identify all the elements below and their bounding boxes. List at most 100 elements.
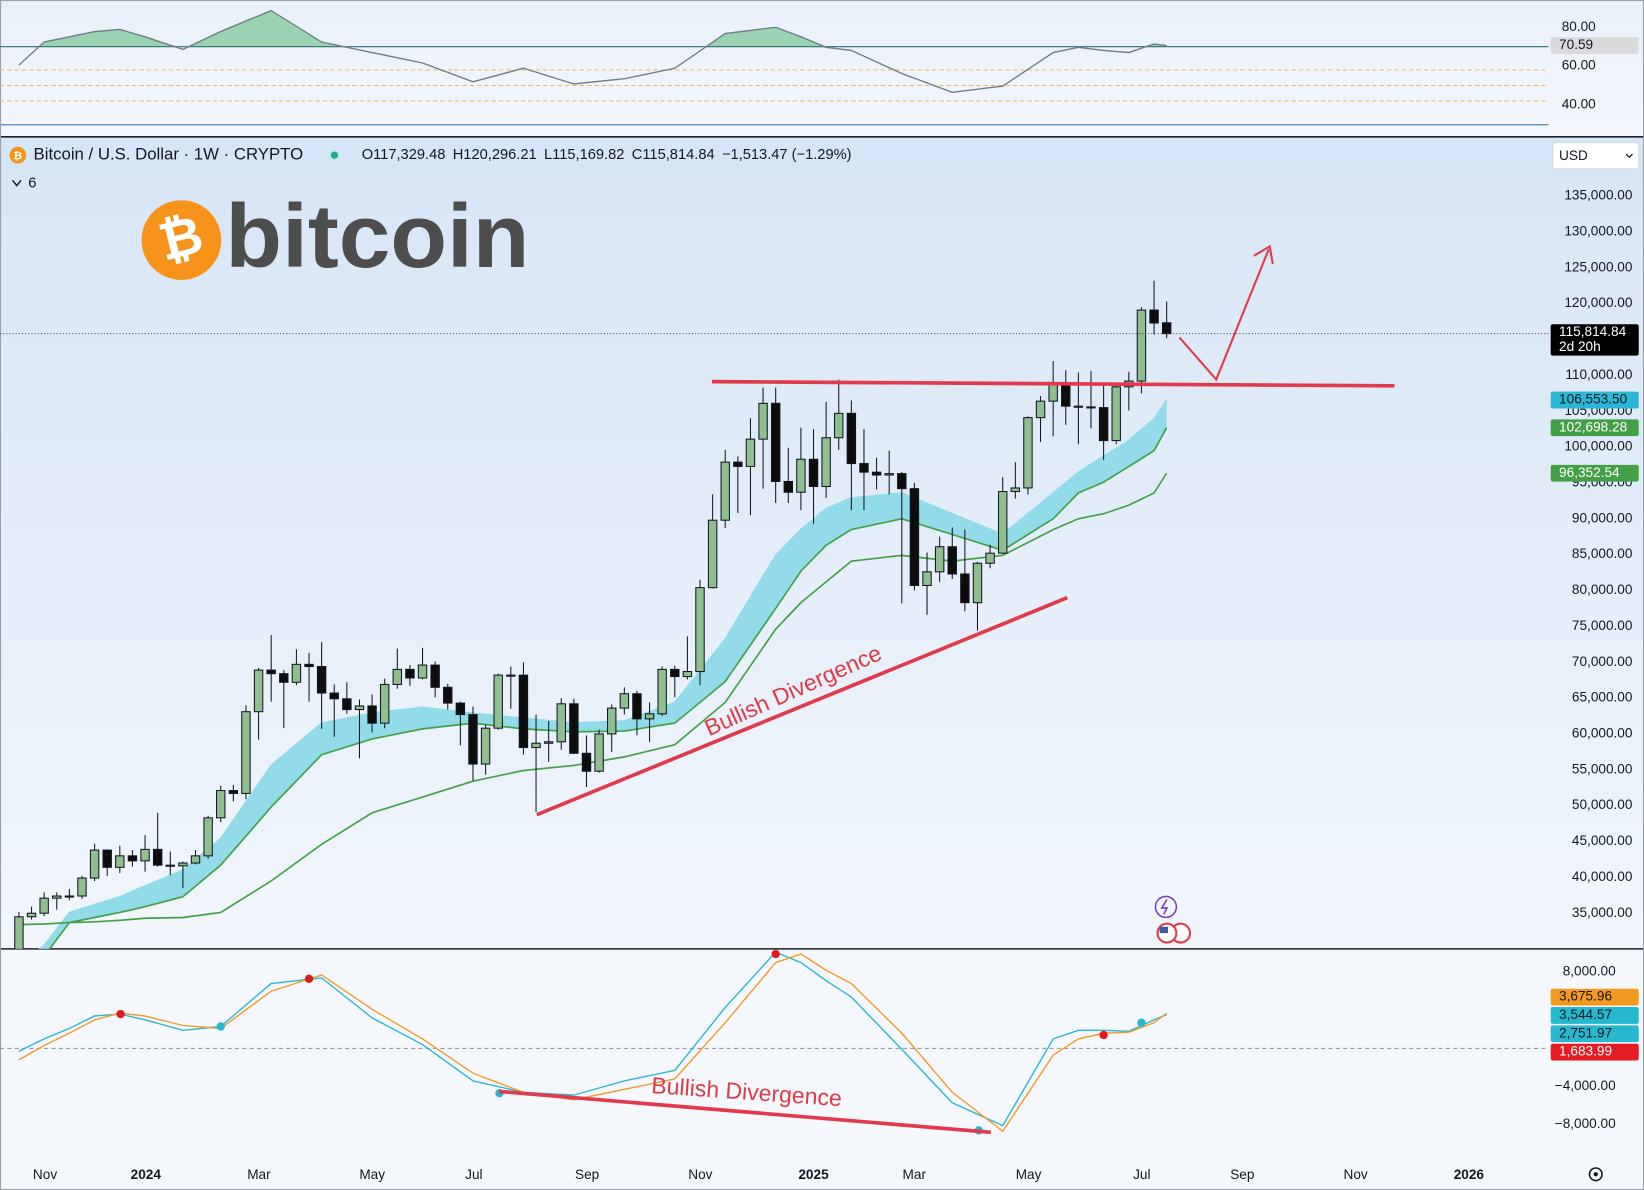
y-tick-label: 8,000.00 bbox=[1563, 964, 1616, 979]
value-label-box bbox=[1550, 1007, 1639, 1024]
candle-body bbox=[127, 855, 138, 862]
candle-body bbox=[115, 855, 125, 868]
currency-chevron[interactable] bbox=[1625, 153, 1633, 159]
value-label: 96,352.54 bbox=[1559, 465, 1620, 480]
candle-body bbox=[758, 402, 768, 440]
candle-body bbox=[316, 665, 327, 694]
candle-body bbox=[89, 849, 100, 879]
indicator-count[interactable]: 6 bbox=[28, 175, 36, 191]
candle-body bbox=[619, 693, 630, 709]
pane-overlay: 8,000.00 −4,000.00 −8,000.00 Nov 2024 Mar May J… bbox=[33, 964, 1639, 1182]
symbol-icon bbox=[9, 146, 27, 164]
y-tick-label: 40,000.00 bbox=[1572, 869, 1633, 884]
collapse-chevron[interactable] bbox=[12, 179, 22, 187]
candle-body bbox=[228, 790, 239, 794]
candle-body bbox=[859, 463, 869, 473]
y-tick-label: 55,000.00 bbox=[1572, 761, 1633, 776]
candle-body bbox=[52, 895, 62, 899]
event-icon[interactable] bbox=[1154, 895, 1178, 919]
y-tick-label: 130,000.00 bbox=[1564, 224, 1633, 239]
candle-body bbox=[644, 713, 655, 720]
y-tick-label: 60.00 bbox=[1562, 58, 1596, 73]
ema-line bbox=[37, 399, 1168, 949]
candle-body bbox=[190, 855, 201, 864]
value-label: 106,553.50 bbox=[1559, 392, 1628, 407]
value-label: 70.59 bbox=[1559, 37, 1593, 52]
candle-body bbox=[607, 707, 617, 735]
y-tick-label: 75,000.00 bbox=[1572, 618, 1633, 633]
candle-body bbox=[506, 674, 516, 677]
arrow-head bbox=[1253, 244, 1274, 265]
x-tick-label: Sep bbox=[575, 1167, 599, 1182]
resistance-line bbox=[711, 379, 1395, 388]
pane-overlay: 80.00 60.00 40.00 70.59 bbox=[1550, 19, 1639, 111]
overbought-fill bbox=[39, 10, 1167, 47]
flag-icon[interactable] bbox=[1156, 922, 1178, 944]
ohlc-value: C115,814.84 bbox=[632, 147, 715, 163]
candle-body bbox=[985, 552, 995, 564]
ohlc-legend: O117,329.48 H120,296.21 L115,169.82 C115,81… bbox=[362, 147, 852, 163]
candle-body bbox=[14, 916, 24, 949]
candle-body bbox=[430, 664, 440, 688]
candle-body bbox=[531, 742, 541, 749]
x-tick-label: Jul bbox=[465, 1167, 482, 1182]
y-tick-label: 90,000.00 bbox=[1572, 510, 1633, 525]
x-tick-label: 2025 bbox=[798, 1167, 829, 1182]
symbol-title[interactable]: Bitcoin / U.S. Dollar · 1W · CRYPTO bbox=[34, 145, 304, 164]
value-label: 102,698.28 bbox=[1559, 419, 1627, 434]
value-label-box bbox=[1550, 1025, 1639, 1043]
candle-body bbox=[1149, 309, 1159, 324]
value-label: 1,683.99 bbox=[1559, 1044, 1612, 1059]
candle-body bbox=[329, 692, 339, 700]
candle-body bbox=[266, 669, 276, 675]
y-tick-label: −4,000.00 bbox=[1555, 1078, 1616, 1093]
candle-body bbox=[455, 702, 466, 716]
value-label: 115,814.84 bbox=[1559, 324, 1627, 339]
cross-signal bbox=[216, 1022, 225, 1031]
candle-body bbox=[417, 664, 428, 679]
currency-label[interactable]: USD bbox=[1559, 148, 1588, 163]
candle-body bbox=[304, 663, 314, 668]
settings-hub bbox=[1593, 1172, 1598, 1177]
y-tick-label: 60,000.00 bbox=[1572, 726, 1633, 741]
candle-body bbox=[178, 862, 188, 867]
candle-body bbox=[367, 705, 377, 724]
x-tick-label: Sep bbox=[1230, 1167, 1254, 1182]
candle-body bbox=[203, 817, 213, 857]
value-label-box bbox=[1550, 391, 1639, 409]
candle-body bbox=[39, 897, 49, 914]
x-tick-label: Nov bbox=[688, 1167, 712, 1182]
x-tick-label: 2026 bbox=[1454, 1167, 1485, 1182]
candle-body bbox=[64, 895, 75, 898]
indicator-line bbox=[18, 953, 1168, 1133]
candle-body bbox=[140, 848, 150, 862]
value-label: 3,675.96 bbox=[1559, 989, 1612, 1004]
support-trendline bbox=[536, 595, 1069, 817]
candle-body bbox=[834, 412, 844, 439]
macd-pane bbox=[0, 948, 1644, 1190]
candle-body bbox=[379, 683, 390, 724]
candle-body bbox=[884, 473, 894, 476]
plot-layers: 80.00 60.00 40.00 70.59 35,000.00 40,000.00 45… bbox=[0, 9, 1639, 1182]
ohlc-value: O117,329.48 bbox=[362, 147, 446, 163]
candle-body bbox=[556, 703, 566, 743]
candle-body bbox=[670, 668, 680, 678]
y-tick-label: 65,000.00 bbox=[1572, 690, 1633, 705]
status-dot bbox=[330, 151, 339, 159]
candle-body bbox=[279, 673, 289, 683]
candle-body bbox=[695, 587, 705, 673]
cross-signal bbox=[304, 974, 314, 984]
x-tick-label: Mar bbox=[247, 1167, 271, 1182]
x-tick-label: May bbox=[1016, 1167, 1042, 1182]
candle-body bbox=[480, 727, 491, 765]
candle-body bbox=[947, 546, 957, 575]
settings-button[interactable] bbox=[1588, 1167, 1603, 1182]
currency-select[interactable] bbox=[1552, 142, 1640, 170]
candle-body bbox=[821, 437, 831, 488]
candle-body bbox=[152, 848, 163, 866]
ema-band bbox=[39, 400, 1167, 949]
candle-body bbox=[922, 571, 932, 586]
projection-arrow bbox=[1178, 249, 1270, 382]
